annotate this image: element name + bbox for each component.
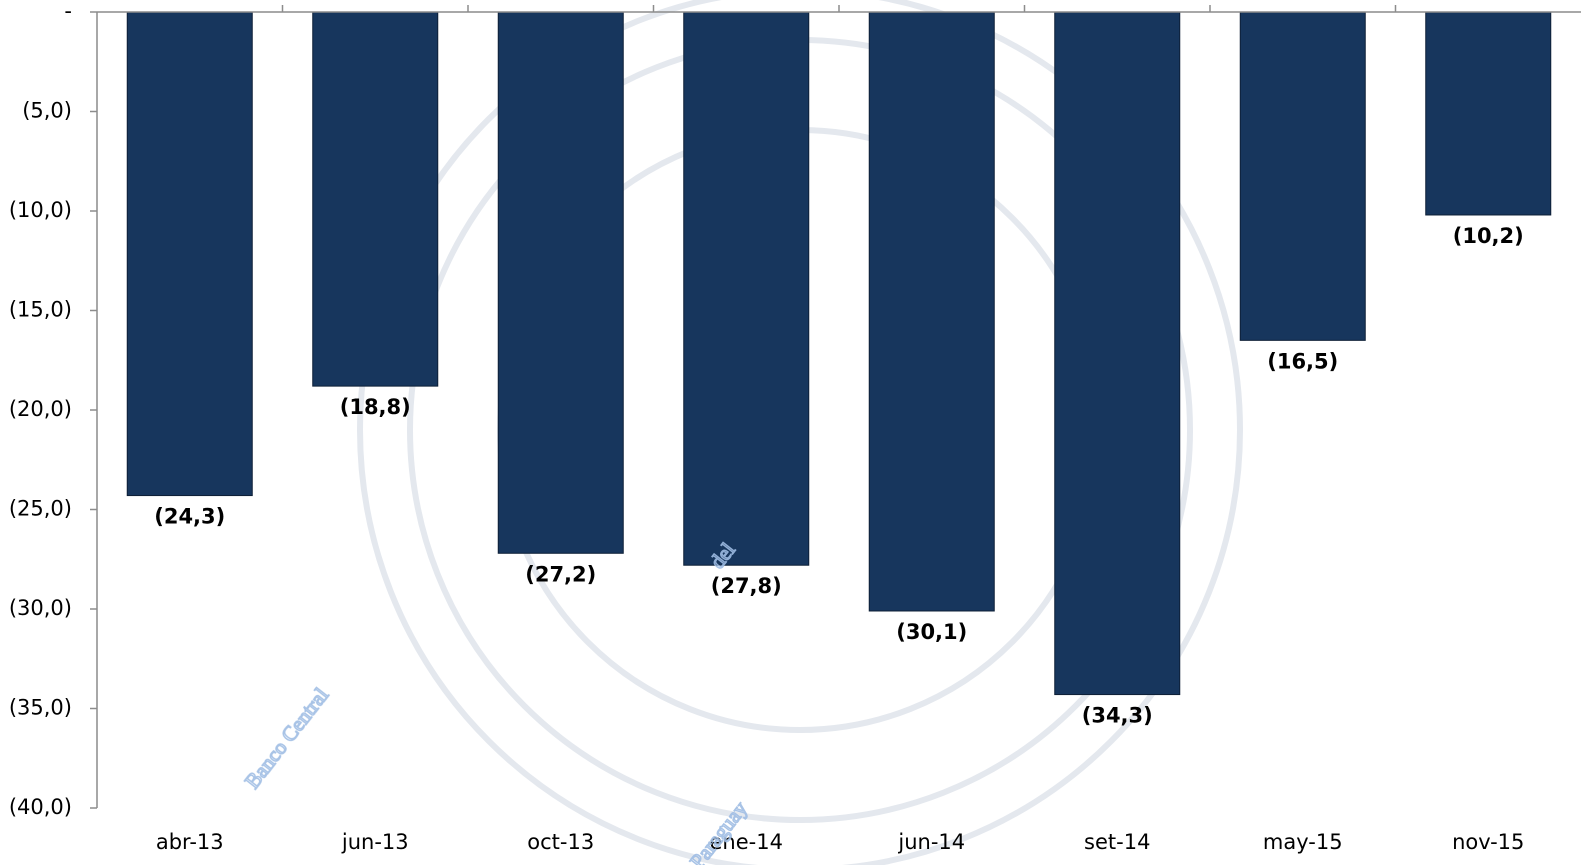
bar [1054, 11, 1181, 696]
x-tick-label: oct-13 [527, 830, 594, 854]
x-tick-label: abr-13 [156, 830, 224, 854]
value-label: (30,1) [896, 620, 967, 644]
bar [1425, 11, 1552, 216]
x-tick-label: may-15 [1263, 830, 1343, 854]
y-tick-label: (30,0) [9, 596, 72, 620]
y-tick-label: (15,0) [9, 298, 72, 322]
bar [1239, 11, 1366, 341]
y-tick-label: (20,0) [9, 397, 72, 421]
y-tick-label: (40,0) [9, 795, 72, 819]
value-label: (34,3) [1082, 704, 1153, 728]
value-label: (27,2) [525, 562, 596, 586]
value-label: (27,8) [711, 574, 782, 598]
value-label: (18,8) [340, 395, 411, 419]
y-tick-label: (25,0) [9, 497, 72, 521]
bar [497, 11, 624, 554]
y-tick-label: (5,0) [22, 99, 72, 123]
x-tick-label: ene-14 [710, 830, 783, 854]
y-tick-label: (35,0) [9, 696, 72, 720]
x-tick-label: jun-14 [897, 830, 965, 854]
plot: - (5,0) (10,0) (15,0) (20,0) (25,0) (30,0) (35,… [9, 0, 1581, 854]
x-tick-label: jun-13 [341, 830, 409, 854]
x-tick-label: set-14 [1084, 830, 1150, 854]
value-label: (10,2) [1453, 224, 1524, 248]
y-tick-label: (10,0) [9, 198, 72, 222]
bar [126, 11, 253, 497]
x-tick-label: nov-15 [1452, 830, 1524, 854]
watermark-text: Banco Central [240, 683, 333, 793]
bar [683, 11, 810, 566]
value-label: (24,3) [154, 505, 225, 529]
bar [868, 11, 995, 612]
value-label: (16,5) [1267, 349, 1338, 373]
y-tick-label: - [64, 0, 72, 23]
bar [312, 11, 439, 387]
